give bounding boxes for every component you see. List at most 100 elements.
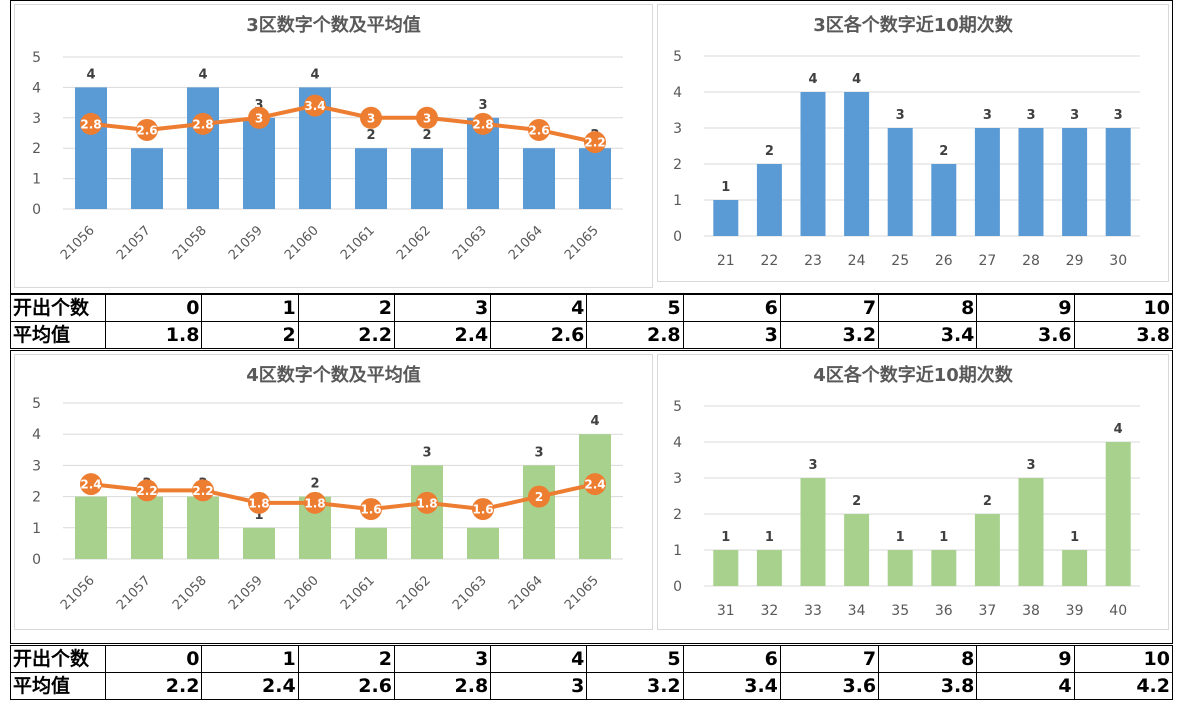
count-cell: 3 xyxy=(393,645,492,673)
count-cell: 8 xyxy=(878,645,978,673)
x-tick-label: 28 xyxy=(1022,253,1040,269)
average-data-label: 3.4 xyxy=(304,99,325,113)
bar xyxy=(800,92,826,236)
bar xyxy=(467,527,499,559)
bar xyxy=(243,527,275,559)
average-cell: 3.6 xyxy=(779,672,880,700)
average-cell: 2.4 xyxy=(201,672,299,700)
average-cell: 3 xyxy=(490,672,588,700)
average-cell: 3 xyxy=(682,321,781,349)
average-cell: 2.8 xyxy=(393,672,492,700)
average-point xyxy=(528,118,550,141)
bar xyxy=(523,148,555,209)
count-cell: 2 xyxy=(297,645,395,673)
count-cell: 6 xyxy=(682,645,781,673)
bar-data-label: 4 xyxy=(808,72,817,87)
zone3-digit-frequency-chart: 3区各个数字近10期次数 0 1 2 3 4 5 1 2 4 4 3 2 3 3 3 3 21 22 23 24 25 2… xyxy=(657,4,1169,282)
bar xyxy=(974,128,1000,236)
x-tick-label: 21056 xyxy=(58,223,98,263)
average-data-label: 1.8 xyxy=(416,496,437,510)
count-cell: 10 xyxy=(1073,294,1174,322)
count-cell: 3 xyxy=(393,294,492,322)
x-tick-label: 29 xyxy=(1066,253,1084,269)
average-data-label: 2.2 xyxy=(584,136,605,150)
count-cell: 1 xyxy=(201,645,299,673)
bar xyxy=(887,128,913,236)
bar xyxy=(523,465,555,559)
bar xyxy=(1018,478,1044,586)
average-point xyxy=(360,106,382,129)
bar-data-label: 3 xyxy=(422,445,431,460)
bar-data-label: 3 xyxy=(896,108,905,123)
bar xyxy=(1105,442,1131,586)
y-tick-label: 1 xyxy=(32,172,41,188)
y-tick-label: 3 xyxy=(32,458,41,474)
average-point xyxy=(80,473,102,496)
bar xyxy=(75,496,107,559)
count-cell: 10 xyxy=(1073,645,1174,673)
y-tick-label: 0 xyxy=(673,229,682,245)
average-cell: 2.2 xyxy=(105,672,203,700)
average-data-label: 3 xyxy=(255,111,263,125)
bar xyxy=(931,550,957,586)
bar xyxy=(355,148,387,209)
x-tick-label: 22 xyxy=(760,253,778,269)
x-tick-label: 21065 xyxy=(562,573,602,613)
average-line xyxy=(90,482,596,512)
bar-data-label: 4 xyxy=(852,72,861,87)
y-tick-label: 1 xyxy=(673,193,682,209)
bar xyxy=(131,496,163,559)
x-tick-label: 24 xyxy=(848,253,866,269)
x-tick-label: 26 xyxy=(935,253,953,269)
bar-data-label: 1 xyxy=(765,530,774,545)
y-tick-label: 3 xyxy=(673,471,682,487)
y-tick-label: 4 xyxy=(673,435,682,451)
x-tick-label: 21062 xyxy=(394,223,434,263)
bar xyxy=(800,478,826,586)
y-tick-label: 3 xyxy=(673,121,682,137)
zone4-average-table: 开出个数 0 1 2 3 4 5 6 7 8 9 10 平均值 2.2 2.4 … xyxy=(9,645,1174,700)
bar xyxy=(355,527,387,559)
average-point xyxy=(192,479,214,502)
bar-data-label: 3 xyxy=(1026,458,1035,473)
bar-data-label: 1 xyxy=(721,530,730,545)
bar-data-label: 1 xyxy=(254,508,263,523)
count-cell: 4 xyxy=(490,645,588,673)
average-cell: 3.8 xyxy=(878,672,978,700)
zone3-count-avg-plot: 0123454243422322210562105721058210592106… xyxy=(32,50,623,263)
x-tick-label: 37 xyxy=(978,603,996,619)
y-tick-label: 5 xyxy=(673,399,682,415)
zone4-count-avg-chart: 4区数字个数及平均值 01234522212131342105621057210… xyxy=(14,354,653,630)
bar-data-label: 3 xyxy=(534,445,543,460)
count-cell: 0 xyxy=(105,645,203,673)
average-cell: 2.8 xyxy=(586,321,684,349)
bar-data-label: 4 xyxy=(86,67,95,82)
bar-data-label: 3 xyxy=(1070,108,1079,123)
count-row: 开出个数 0 1 2 3 4 5 6 7 8 9 10 xyxy=(9,294,1174,322)
x-tick-label: 21061 xyxy=(338,223,378,263)
x-tick-label: 39 xyxy=(1066,603,1084,619)
average-cell: 2.6 xyxy=(490,321,588,349)
x-tick-label: 21 xyxy=(717,253,735,269)
x-tick-label: 21056 xyxy=(58,573,98,613)
count-row: 开出个数 0 1 2 3 4 5 6 7 8 9 10 xyxy=(9,645,1174,673)
average-data-label: 2.2 xyxy=(192,484,213,498)
count-cell: 6 xyxy=(682,294,781,322)
average-data-label: 1.8 xyxy=(304,496,325,510)
average-point xyxy=(192,112,214,135)
bar xyxy=(1062,128,1088,236)
bar xyxy=(131,148,163,209)
average-cell: 1.8 xyxy=(105,321,203,349)
bar xyxy=(844,92,870,236)
bar xyxy=(411,148,443,209)
average-row: 平均值 1.8 2 2.2 2.4 2.6 2.8 3 3.2 3.4 3.6 … xyxy=(9,321,1174,349)
y-tick-label: 1 xyxy=(673,543,682,559)
bar xyxy=(756,164,782,236)
bar-data-label: 4 xyxy=(1114,422,1123,437)
average-point xyxy=(248,491,270,514)
x-tick-label: 21057 xyxy=(114,573,154,613)
bar xyxy=(579,148,611,209)
x-tick-label: 27 xyxy=(978,253,996,269)
count-cell: 8 xyxy=(878,294,978,322)
